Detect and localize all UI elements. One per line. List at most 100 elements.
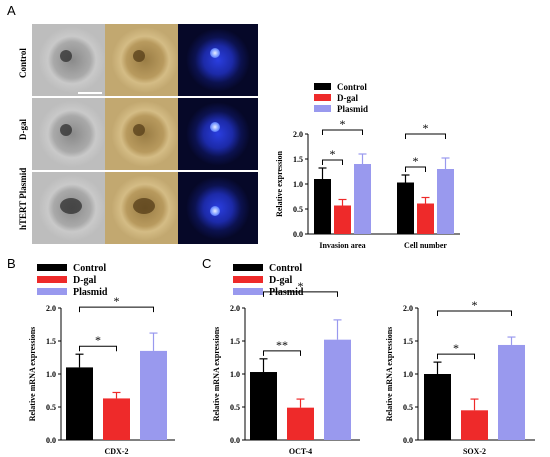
micrograph-control-colour <box>105 24 185 96</box>
bar-plasmid <box>354 164 371 234</box>
y-tick-label: 0.0 <box>230 436 240 445</box>
legend-swatch-control <box>233 264 263 271</box>
bar-d-gal <box>334 205 351 234</box>
micrograph-plasmid-colour <box>105 172 185 244</box>
chart-panel-c-sox2: 0.0 0.5 1.0 1.5 2.0 Relative mRNA expressions… <box>385 298 535 456</box>
panel-letter-a: A <box>7 3 16 18</box>
legend-label-plasmid: Plasmid <box>269 287 304 298</box>
legend-swatch-d-gal <box>233 276 263 283</box>
scale-bar <box>78 92 102 94</box>
y-axis-label: Relative mRNA expressions <box>212 327 221 422</box>
y-tick-label: 0.0 <box>403 436 413 445</box>
significance-bracket <box>263 291 338 297</box>
significance-bracket <box>405 133 446 139</box>
y-tick-label: 1.5 <box>403 337 413 346</box>
legend-swatch-control <box>37 264 67 271</box>
significance-bracket <box>322 159 343 165</box>
significance-bracket <box>79 306 154 313</box>
bar-plasmid <box>437 169 454 234</box>
y-axis-label: Relative mRNA expressions <box>28 327 37 422</box>
significance-bracket <box>437 353 475 360</box>
y-tick-label: 1.0 <box>403 370 413 379</box>
bar-d-gal <box>287 407 314 440</box>
significance-label: * <box>340 117 346 131</box>
panel-letter-c: C <box>202 256 212 271</box>
legend-label-d-gal: D-gal <box>269 275 293 286</box>
legend-swatch-control <box>314 83 331 90</box>
organoid-core <box>210 48 220 58</box>
legend-label-plasmid: Plasmid <box>337 104 368 114</box>
y-tick-label: 1.0 <box>293 180 303 189</box>
significance-label: * <box>298 279 304 293</box>
significance-label: * <box>472 298 478 312</box>
y-tick-label: 0.5 <box>46 403 56 412</box>
bar-d-gal <box>461 410 488 440</box>
significance-label: ** <box>276 338 288 352</box>
organoid-core <box>60 198 82 214</box>
bar-d-gal <box>103 398 130 440</box>
significance-bracket <box>263 350 301 356</box>
legend-label-plasmid: Plasmid <box>73 287 108 298</box>
significance-bracket <box>322 129 363 135</box>
legend-label-control: Control <box>269 263 302 274</box>
y-tick-label: 1.5 <box>230 337 240 346</box>
legend-swatch-d-gal <box>37 276 67 283</box>
y-tick-label: 0.5 <box>230 403 240 412</box>
organoid-core <box>60 50 72 62</box>
legend-label-d-gal: D-gal <box>337 93 358 103</box>
legend-label-d-gal: D-gal <box>73 275 97 286</box>
organoid-core <box>133 50 145 62</box>
y-tick-label: 1.5 <box>46 337 56 346</box>
y-tick-label: 0.5 <box>293 205 303 214</box>
y-axis-label: Relative expression <box>275 151 284 217</box>
bar-plasmid <box>140 350 167 440</box>
organoid-core <box>133 198 155 214</box>
row-label-control: Control <box>18 48 28 78</box>
x-tick-label: SOX-2 <box>463 447 486 456</box>
x-tick-label: OCT-4 <box>289 447 312 456</box>
bar-d-gal <box>417 203 434 234</box>
x-tick-label: CDX-2 <box>105 447 129 456</box>
bar-control <box>250 372 277 440</box>
significance-bracket <box>79 345 117 352</box>
y-tick-label: 1.0 <box>46 370 56 379</box>
micrograph-dgal-colour <box>105 98 185 170</box>
bar-plasmid <box>498 344 525 440</box>
micrograph-dgal-fluorescence <box>178 98 258 170</box>
legend-swatch-plasmid <box>233 288 263 295</box>
significance-label: * <box>413 154 419 168</box>
micrograph-plasmid-fluorescence <box>178 172 258 244</box>
organoid-core <box>133 124 145 136</box>
significance-label: * <box>423 121 429 135</box>
y-tick-label: 2.0 <box>403 304 413 313</box>
bar-control <box>397 182 414 234</box>
bar-control <box>424 374 451 440</box>
organoid-core <box>210 122 220 132</box>
bar-plasmid <box>324 339 351 440</box>
significance-label: * <box>453 341 459 355</box>
x-tick-label: Invasion area <box>319 241 365 250</box>
legend-swatch-plasmid <box>37 288 67 295</box>
micrograph-control-fluorescence <box>178 24 258 96</box>
micrograph-control-brightfield <box>32 24 112 96</box>
significance-bracket <box>437 310 512 317</box>
significance-bracket <box>405 166 426 172</box>
panel-letter-b: B <box>7 256 16 271</box>
significance-label: * <box>330 147 336 161</box>
legend-swatch-d-gal <box>314 94 331 101</box>
legend-label-control: Control <box>73 263 106 274</box>
organoid-core <box>60 124 72 136</box>
significance-label: * <box>95 333 101 347</box>
organoid-core <box>210 206 220 216</box>
y-tick-label: 0.0 <box>46 436 56 445</box>
row-label-plasmid: hTERT Plasmid <box>18 167 28 230</box>
y-tick-label: 0.5 <box>403 403 413 412</box>
y-tick-label: 1.5 <box>293 155 303 164</box>
micrograph-dgal-brightfield <box>32 98 112 170</box>
bar-control <box>66 367 93 440</box>
y-tick-label: 2.0 <box>293 130 303 139</box>
y-tick-label: 2.0 <box>230 304 240 313</box>
